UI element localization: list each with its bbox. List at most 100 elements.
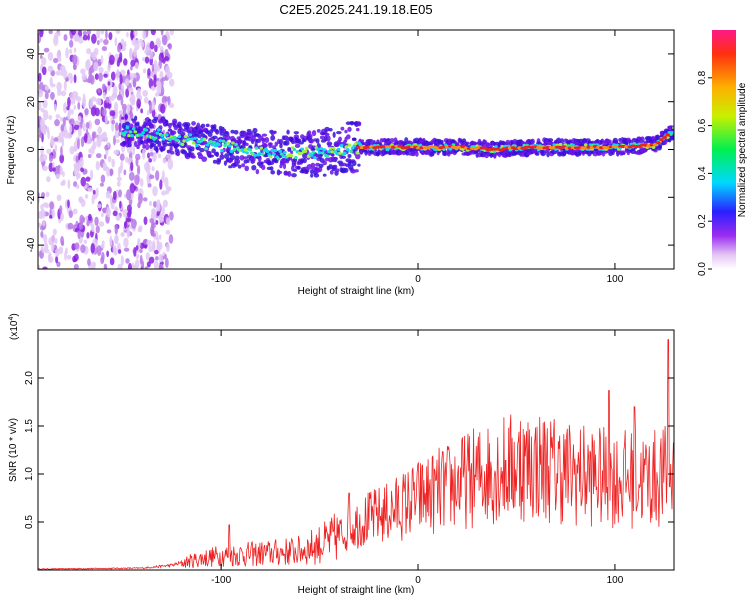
spectrogram-ridge-halo <box>142 143 146 149</box>
spectrogram-noise-blob <box>123 237 129 248</box>
spectrogram-noise-blob <box>109 54 115 65</box>
snr-ytick-label: 1.5 <box>24 419 35 433</box>
spectrogram-ridge-halo <box>239 154 245 161</box>
spectrogram-noise-blob <box>156 241 163 251</box>
spectrogram-noise-blob <box>92 131 97 139</box>
spectrogram-noise-blob <box>147 183 152 188</box>
spectrogram-noise-blob <box>87 187 94 192</box>
spectrogram-ridge-halo <box>389 138 395 143</box>
spectrogram-ridge-halo <box>157 143 162 148</box>
spectrogram-noise-blob <box>79 157 84 168</box>
spectrogram-ridge-peak <box>652 143 658 147</box>
spectrogram-ridge-core <box>335 151 339 156</box>
spectrogram-noise-blob <box>38 89 44 98</box>
spectrogram-noise-blob <box>149 50 154 60</box>
spectrogram-noise-blob <box>119 74 123 85</box>
spectrogram-ridge-core <box>157 128 161 132</box>
spectrogram-noise-blob <box>41 123 46 135</box>
spectrogram-ridge-halo <box>535 152 540 156</box>
spectrogram-ridge-halo <box>170 130 177 135</box>
spectrogram-noise-blob <box>96 137 102 148</box>
spectrogram-noise-blob <box>104 144 109 151</box>
spectrogram-noise-blob <box>103 154 107 160</box>
spectrogram-noise-blob <box>86 30 92 35</box>
spectrogram-noise-blob <box>67 111 71 120</box>
spectrogram-ridge-core <box>243 147 248 152</box>
spectrogram-noise-blob <box>56 261 61 268</box>
spectrogram-noise-blob <box>40 191 46 200</box>
spectrogram-ridge-halo <box>224 131 229 135</box>
spectrogram-noise-blob <box>38 222 42 228</box>
spectrogram-ridge-halo <box>184 122 191 128</box>
spectrogram-noise-blob <box>140 41 145 48</box>
spectrogram-noise-blob <box>76 173 80 181</box>
spectrogram-ridge-halo <box>332 131 336 138</box>
spectrogram-noise-blob <box>72 54 78 66</box>
spectrogram-ridge-core <box>268 155 273 159</box>
spectrogram-xtick-label: 0 <box>415 274 421 285</box>
spectrogram-ridge-halo <box>224 153 230 160</box>
spectrogram-noise-blob <box>90 242 96 254</box>
spectrogram-ridge-halo <box>217 158 222 163</box>
spectrogram-noise-blob <box>102 161 107 172</box>
spectrogram-ridge-halo <box>240 144 246 150</box>
spectrogram-noise-blob <box>153 260 159 269</box>
spectrogram-noise-blob <box>69 92 75 100</box>
spectrogram-noise-blob <box>109 235 113 247</box>
spectrogram-ridge-halo <box>414 151 419 157</box>
spectrogram-noise-blob <box>107 64 111 72</box>
spectrogram-ridge-core <box>355 151 360 155</box>
spectrogram-noise-blob <box>46 148 52 155</box>
colorbar-tick-label: 0.2 <box>697 214 708 228</box>
spectrogram-ridge-halo <box>270 170 276 175</box>
spectrogram-noise-blob <box>41 66 47 76</box>
spectrogram-noise-blob <box>41 248 46 253</box>
spectrogram-ridge-halo <box>328 128 333 132</box>
spectrogram-noise-blob <box>161 34 168 46</box>
spectrogram-noise-blob <box>96 30 101 39</box>
spectrogram-ytick-label: 0 <box>26 146 37 152</box>
spectrogram-noise-blob <box>160 30 164 36</box>
spectrogram-noise-blob <box>80 176 86 187</box>
spectrogram-noise-blob <box>38 101 42 111</box>
spectrogram-ridge-core <box>665 135 670 139</box>
spectrogram-noise-blob <box>128 171 135 181</box>
spectrogram-ridge-halo <box>249 131 254 135</box>
spectrogram-noise-blob <box>86 232 90 239</box>
spectrogram-noise-blob <box>67 179 71 189</box>
spectrogram-ridge-core <box>209 140 213 144</box>
spectrogram-ridge-core <box>552 143 557 147</box>
spectrogram-ridge-halo <box>261 133 268 137</box>
spectrogram-ridge-halo <box>136 121 140 126</box>
spectrogram-noise-blob <box>83 239 87 244</box>
spectrogram-noise-blob <box>83 133 88 144</box>
spectrogram-noise-blob <box>119 200 122 209</box>
spectrogram-ridge-halo <box>127 142 132 148</box>
spectrogram-ridge-halo <box>290 150 294 155</box>
spectrogram-ridge-core <box>125 125 130 130</box>
spectrogram-noise-blob <box>60 212 64 222</box>
spectrogram-noise-blob <box>124 78 130 86</box>
spectrogram-noise-blob <box>126 227 131 239</box>
spectrogram-noise-blob <box>113 149 120 155</box>
snr-xlabel: Height of straight line (km) <box>298 585 415 596</box>
spectrogram-noise-blob <box>97 126 103 135</box>
spectrogram-ridge-peak <box>655 141 661 145</box>
spectrogram-ridge-core <box>320 151 325 155</box>
spectrogram-ridge-halo <box>134 115 138 121</box>
spectrogram-noise-blob <box>117 44 122 53</box>
spectrogram-ridge-core <box>289 154 294 158</box>
spectrogram-ridge-core <box>205 143 210 147</box>
spectrogram-noise-blob <box>166 217 171 226</box>
snr-frame <box>37 329 675 571</box>
spectrogram-ridge-halo <box>282 163 287 170</box>
spectrogram-noise-blob <box>125 88 130 98</box>
spectrogram-noise-blob <box>84 108 89 116</box>
spectrogram-noise-blob <box>139 95 143 101</box>
spectrogram-noise-blob <box>63 69 68 80</box>
spectrogram-noise-blob <box>100 55 104 64</box>
spectrogram-noise-blob <box>90 222 95 233</box>
spectrogram-noise-blob <box>60 145 63 157</box>
spectrogram-noise-blob <box>75 121 79 126</box>
spectrogram-ridge-core <box>300 147 305 151</box>
